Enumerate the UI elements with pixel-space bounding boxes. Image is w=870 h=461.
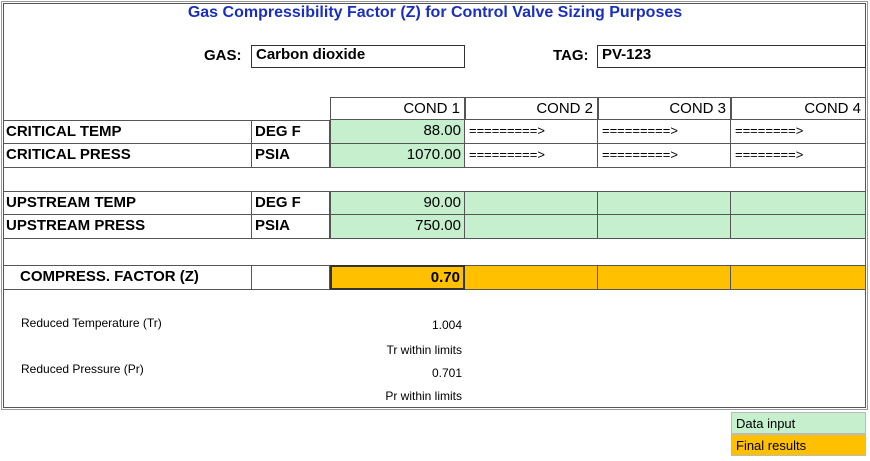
reduced-press-label: Reduced Pressure (Pr) (21, 362, 144, 376)
upstream-temp-input-cond3[interactable] (598, 191, 731, 215)
legend-final-results: Final results (731, 434, 866, 456)
upstream-press-input-cond2[interactable] (465, 215, 598, 239)
col-header-cond4: COND 4 (731, 97, 866, 120)
upstream-temp-input-cond1[interactable]: 90.00 (330, 191, 465, 215)
critical-temp-arrow-cond3: =========> (598, 120, 731, 144)
critical-temp-arrow-cond2: =========> (465, 120, 598, 144)
critical-press-label: CRITICAL PRESS (4, 144, 252, 168)
upstream-press-input-cond3[interactable] (598, 215, 731, 239)
tag-label: TAG: (553, 47, 589, 64)
gas-input[interactable]: Carbon dioxide (251, 45, 465, 68)
critical-press-arrow-cond2: =========> (465, 144, 598, 168)
compress-factor-result-cond1: 0.70 (330, 265, 465, 290)
gas-label: GAS: (204, 47, 242, 64)
col-header-cond1: COND 1 (330, 97, 465, 120)
critical-temp-arrow-cond4: ========> (731, 120, 866, 144)
col-header-cond3: COND 3 (598, 97, 731, 120)
critical-press-unit: PSIA (252, 144, 330, 168)
sheet-title: Gas Compressibility Factor (Z) for Contr… (187, 4, 683, 21)
legend-data-input: Data input (731, 412, 866, 434)
upstream-press-input-cond4[interactable] (731, 215, 866, 239)
reduced-temp-value: 1.004 (431, 318, 462, 332)
critical-temp-unit: DEG F (252, 120, 330, 144)
compress-factor-result-cond2 (465, 265, 598, 290)
col-header-cond2: COND 2 (465, 97, 598, 120)
reduced-press-status: Pr within limits (385, 389, 462, 403)
critical-temp-input[interactable]: 88.00 (330, 120, 465, 144)
upstream-press-label: UPSTREAM PRESS (4, 215, 252, 239)
critical-press-arrow-cond4: ========> (731, 144, 866, 168)
critical-press-arrow-cond3: =========> (598, 144, 731, 168)
upstream-temp-unit: DEG F (252, 191, 330, 215)
critical-temp-label: CRITICAL TEMP (4, 120, 252, 144)
reduced-press-value: 0.701 (431, 366, 462, 380)
compress-factor-label: COMPRESS. FACTOR (Z) (4, 265, 252, 290)
critical-press-input[interactable]: 1070.00 (330, 144, 465, 168)
reduced-temp-label: Reduced Temperature (Tr) (21, 316, 162, 330)
tag-input[interactable]: PV-123 (597, 45, 866, 68)
upstream-press-input-cond1[interactable]: 750.00 (330, 215, 465, 239)
upstream-temp-label: UPSTREAM TEMP (4, 191, 252, 215)
upstream-temp-input-cond4[interactable] (731, 191, 866, 215)
reduced-temp-status: Tr within limits (386, 343, 462, 357)
upstream-press-unit: PSIA (252, 215, 330, 239)
compress-factor-unit-cell (252, 265, 330, 290)
compress-factor-result-cond3 (598, 265, 731, 290)
compress-factor-result-cond4 (731, 265, 866, 290)
upstream-temp-input-cond2[interactable] (465, 191, 598, 215)
